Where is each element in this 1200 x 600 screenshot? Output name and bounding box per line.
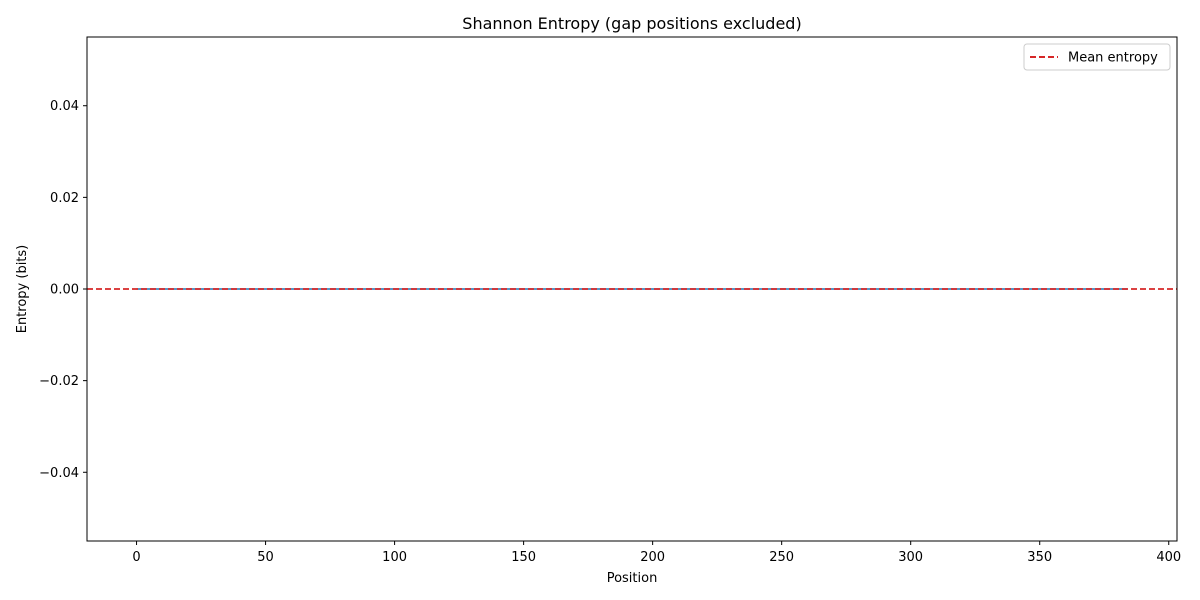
x-tick-label: 0 bbox=[132, 550, 140, 565]
x-tick-label: 350 bbox=[1027, 550, 1052, 565]
y-axis-ticks: −0.04 −0.02 0.00 0.02 0.04 bbox=[39, 99, 87, 481]
x-tick-label: 300 bbox=[898, 550, 923, 565]
y-tick-label: 0.02 bbox=[50, 191, 79, 206]
y-tick-label: −0.04 bbox=[39, 466, 79, 481]
legend-box bbox=[1023, 43, 1171, 71]
chart-title: Shannon Entropy (gap positions excluded) bbox=[462, 14, 801, 33]
plot-frame bbox=[86, 36, 1178, 542]
y-tick-label: 0.00 bbox=[50, 283, 79, 298]
x-axis-label: Position bbox=[607, 571, 658, 586]
y-tick-label: −0.02 bbox=[39, 374, 79, 389]
y-tick-label: 0.04 bbox=[50, 99, 79, 114]
x-tick-label: 400 bbox=[1156, 550, 1181, 565]
y-axis-label: Entropy (bits) bbox=[15, 245, 30, 334]
legend-label-mean-entropy: Mean entropy bbox=[1068, 51, 1158, 66]
x-tick-label: 50 bbox=[257, 550, 274, 565]
x-tick-label: 200 bbox=[640, 550, 665, 565]
x-tick-label: 150 bbox=[511, 550, 536, 565]
x-tick-label: 250 bbox=[769, 550, 794, 565]
legend: Mean entropy bbox=[1023, 43, 1171, 71]
x-axis-ticks: 0 50 100 150 200 250 300 350 400 bbox=[132, 541, 1181, 565]
x-tick-label: 100 bbox=[382, 550, 407, 565]
